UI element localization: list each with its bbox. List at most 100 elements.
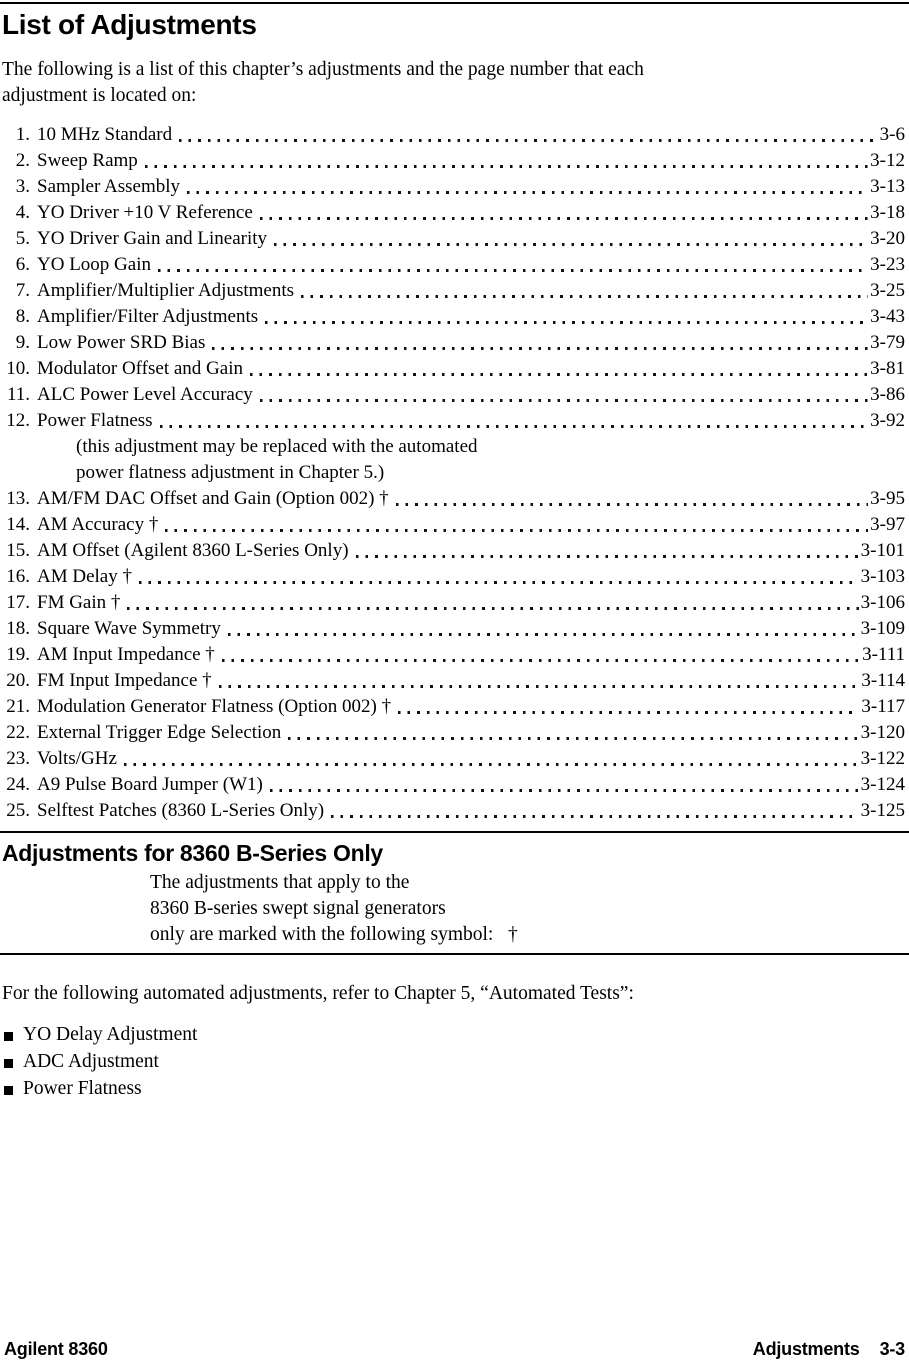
toc-entry-label: Sweep Ramp <box>37 150 138 171</box>
dot-leader <box>301 295 869 298</box>
toc-entry-page: 3-23 <box>870 254 905 275</box>
toc-entry: 2. Sweep Ramp 3-12 <box>0 148 905 174</box>
toc-entry-page: 3-106 <box>860 592 905 613</box>
automated-intro: For the following automated adjustments,… <box>2 983 634 1004</box>
page-footer: Agilent 8360 Adjustments 3-3 <box>4 1339 905 1360</box>
toc-entry: 20. FM Input Impedance † 3-114 <box>0 668 905 694</box>
bseries-heading: Adjustments for 8360 B-Series Only <box>2 840 383 866</box>
footer-page-number: 3-3 <box>879 1339 906 1359</box>
bseries-line: only are marked with the following symbo… <box>150 924 518 945</box>
toc-entry-number: 21. <box>6 696 30 717</box>
toc-entry-page: 3-117 <box>861 696 905 717</box>
toc-entry: 6. YO Loop Gain 3-23 <box>0 252 905 278</box>
toc-entry: 25. Selftest Patches (8360 L-Series Only)… <box>0 798 905 824</box>
toc-entry: 22. External Trigger Edge Selection 3-120 <box>0 720 905 746</box>
toc-entry: 13. AM/FM DAC Offset and Gain (Option 002… <box>0 486 905 512</box>
toc-entry-label: YO Loop Gain <box>37 254 151 275</box>
toc-entry-label: Selftest Patches (8360 L-Series Only) <box>37 800 325 821</box>
bseries-line: The adjustments that apply to the <box>150 872 410 893</box>
toc-entry-number: 1. <box>15 124 30 145</box>
dot-leader <box>187 191 869 194</box>
dot-leader <box>227 633 859 636</box>
toc-entry-page: 3-92 <box>870 410 905 431</box>
dot-leader <box>165 529 869 532</box>
dot-leader <box>259 217 869 220</box>
toc-entry-page: 3-25 <box>870 280 905 301</box>
toc-entry-number: 9. <box>15 332 30 353</box>
toc-entry-page: 3-81 <box>870 358 905 379</box>
toc-entry-page: 3-95 <box>870 488 905 509</box>
dot-leader <box>288 737 859 740</box>
square-bullet-icon <box>4 1031 13 1041</box>
toc-entry-label: Amplifier/Multiplier Adjustments <box>37 280 295 301</box>
toc-entry-number: 23. <box>6 748 30 769</box>
toc-entry-number: 12. <box>6 410 30 431</box>
toc-entry-page: 3-86 <box>870 384 905 405</box>
toc-entry-page: 3-111 <box>862 644 905 665</box>
dot-leader <box>138 581 859 584</box>
toc-entry-page: 3-103 <box>860 566 905 587</box>
toc-entry: 9. Low Power SRD Bias 3-79 <box>0 330 905 356</box>
intro-paragraph: The following is a list of this chapter’… <box>2 57 909 109</box>
toc-entry-label: Sampler Assembly <box>37 176 181 197</box>
toc-entry-note: (this adjustment may be replaced with th… <box>76 436 478 457</box>
adjustments-list: 1. 10 MHz Standard 3-6 2. Sweep Ramp 3-12 3. Sa… <box>0 122 909 824</box>
toc-entry-label: A9 Pulse Board Jumper (W1) <box>37 774 263 795</box>
toc-entry-number: 20. <box>6 670 30 691</box>
automated-list: YO Delay Adjustment ADC Adjustment Power F… <box>3 1021 909 1102</box>
list-item-label: YO Delay Adjustment <box>23 1024 198 1045</box>
square-bullet-icon <box>4 1058 13 1068</box>
toc-entry-label: Amplifier/Filter Adjustments <box>37 306 259 327</box>
dot-leader <box>249 373 869 376</box>
bseries-body: The adjustments that apply to the 8360 B-… <box>150 870 909 948</box>
toc-entry-number: 25. <box>6 800 30 821</box>
footer-chapter-page: Adjustments 3-3 <box>753 1339 905 1360</box>
toc-entry-number: 19. <box>6 644 30 665</box>
toc-entry-number: 16. <box>6 566 30 587</box>
toc-entry-number: 15. <box>6 540 30 561</box>
toc-entry: 19. AM Input Impedance † 3-111 <box>0 642 905 668</box>
toc-entry: 17. FM Gain † 3-106 <box>0 590 905 616</box>
toc-entry-label: AM/FM DAC Offset and Gain (Option 002) † <box>37 488 389 509</box>
toc-entry: 11. ALC Power Level Accuracy 3-86 <box>0 382 905 408</box>
toc-entry-label: Modulation Generator Flatness (Option 00… <box>37 696 392 717</box>
toc-entry-number: 3. <box>15 176 30 197</box>
toc-entry-label: AM Accuracy † <box>37 514 159 535</box>
dot-leader <box>157 269 869 272</box>
dot-leader <box>123 763 859 766</box>
toc-entry-label: YO Driver Gain and Linearity <box>37 228 268 249</box>
square-bullet-icon <box>4 1085 13 1095</box>
toc-entry-label: AM Offset (Agilent 8360 L-Series Only) <box>37 540 349 561</box>
toc-entry: 14. AM Accuracy † 3-97 <box>0 512 905 538</box>
intro-line: The following is a list of this chapter’… <box>2 59 644 80</box>
toc-entry: 15. AM Offset (Agilent 8360 L-Series Only… <box>0 538 905 564</box>
bseries-line: 8360 B-series swept signal generators <box>150 898 446 919</box>
toc-entry-page: 3-6 <box>879 124 905 145</box>
toc-entry-label: Modulator Offset and Gain <box>37 358 243 379</box>
toc-entry: 7. Amplifier/Multiplier Adjustments 3-25 <box>0 278 905 304</box>
dot-leader <box>259 399 869 402</box>
divider-above-bseries <box>0 831 909 833</box>
bseries-section: Adjustments for 8360 B-Series Only The a… <box>0 840 909 948</box>
toc-entry-label: Low Power SRD Bias <box>37 332 206 353</box>
toc-entry-page: 3-125 <box>860 800 905 821</box>
dot-leader <box>355 555 859 558</box>
toc-entry-number: 24. <box>6 774 30 795</box>
toc-entry-label: Volts/GHz <box>37 748 117 769</box>
divider-below-bseries <box>0 953 909 955</box>
toc-entry-page: 3-122 <box>860 748 905 769</box>
toc-entry-page: 3-18 <box>870 202 905 223</box>
toc-entry-label: Square Wave Symmetry <box>37 618 221 639</box>
toc-entry-number: 13. <box>6 488 30 509</box>
toc-entry-number: 22. <box>6 722 30 743</box>
toc-entry-label: YO Driver +10 V Reference <box>37 202 253 223</box>
toc-entry-number: 4. <box>15 202 30 223</box>
dot-leader <box>127 607 859 610</box>
toc-entry-page: 3-79 <box>870 332 905 353</box>
toc-entry-page: 3-101 <box>860 540 905 561</box>
toc-entry: 8. Amplifier/Filter Adjustments 3-43 <box>0 304 905 330</box>
toc-entry-number: 6. <box>15 254 30 275</box>
toc-entry-number: 10. <box>6 358 30 379</box>
toc-entry-page: 3-20 <box>870 228 905 249</box>
